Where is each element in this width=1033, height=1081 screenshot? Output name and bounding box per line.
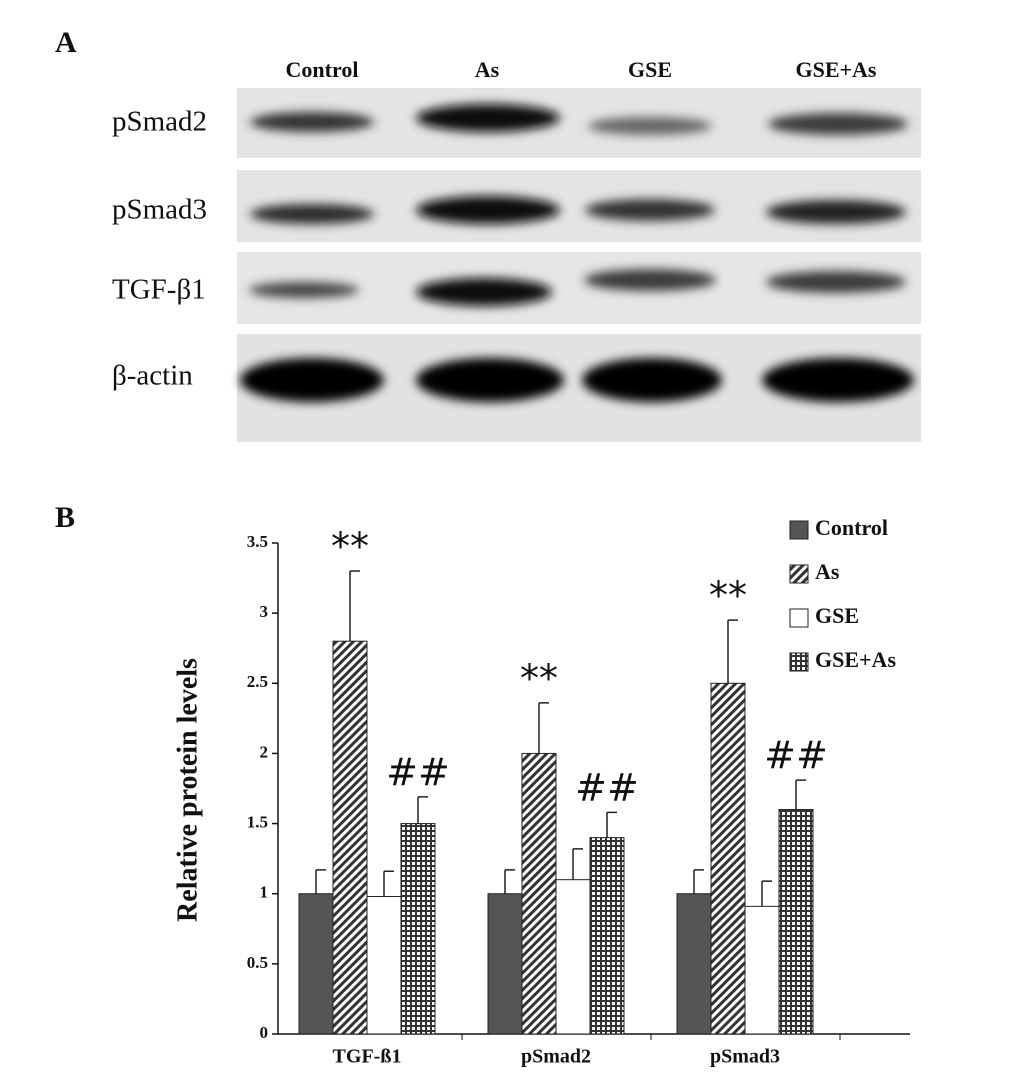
error-bar xyxy=(693,869,704,894)
error-bar xyxy=(572,848,583,880)
bar xyxy=(332,640,368,1035)
row-label: pSmad3 xyxy=(112,194,207,226)
y-tick-label: 1.5 xyxy=(247,812,268,831)
legend-swatch xyxy=(789,652,809,672)
y-tick-label: 3.5 xyxy=(247,532,268,551)
error-bar xyxy=(727,619,738,684)
error-bar xyxy=(417,796,428,824)
significance-label: ## xyxy=(764,734,828,778)
bar xyxy=(710,682,746,1035)
y-tick-label: 0 xyxy=(260,1023,269,1042)
lane-label: GSE xyxy=(628,57,672,82)
bar xyxy=(298,893,334,1035)
significance-label: ## xyxy=(386,750,450,794)
x-tick-label: pSmad3 xyxy=(710,1046,780,1068)
panel-label: A xyxy=(55,26,77,59)
legend-swatch xyxy=(789,608,809,628)
x-tick-label: TGF-ß1 xyxy=(333,1046,402,1068)
error-bar xyxy=(538,702,549,754)
legend-label: GSE+As xyxy=(815,647,896,672)
legend-label: As xyxy=(815,559,840,584)
error-bar xyxy=(349,570,360,642)
y-tick-label: 2.5 xyxy=(247,672,268,691)
x-tick-label: pSmad2 xyxy=(521,1046,591,1068)
significance-label: ** xyxy=(709,574,747,618)
y-tick-label: 3 xyxy=(260,602,269,621)
legend-swatch xyxy=(789,564,809,584)
y-axis-label: Relative protein levels xyxy=(172,658,203,922)
bar xyxy=(555,879,591,1035)
significance-label: ** xyxy=(520,656,558,700)
bar xyxy=(778,809,814,1035)
bar xyxy=(676,893,712,1035)
error-bar xyxy=(315,869,326,894)
lane-label: As xyxy=(475,57,500,82)
bar xyxy=(400,823,436,1035)
legend-swatch xyxy=(789,520,809,540)
lane-label: Control xyxy=(286,57,359,82)
y-tick-label: 0.5 xyxy=(247,953,268,972)
y-tick-label: 2 xyxy=(260,742,269,761)
row-label: TGF-β1 xyxy=(112,274,206,306)
legend-label: Control xyxy=(815,515,888,540)
legend-label: GSE xyxy=(815,603,859,628)
bar xyxy=(589,837,625,1035)
blot-bands xyxy=(240,104,914,402)
significance-label: ** xyxy=(331,525,369,569)
bar xyxy=(366,896,402,1035)
panel-label: B xyxy=(55,501,75,534)
bar xyxy=(487,893,523,1035)
bar xyxy=(744,905,780,1035)
y-tick-label: 1 xyxy=(260,883,269,902)
bar xyxy=(521,752,557,1035)
significance-label: ## xyxy=(575,766,639,810)
error-bar xyxy=(761,880,772,907)
row-label: β-actin xyxy=(112,360,193,392)
lane-label: GSE+As xyxy=(795,57,876,82)
error-bar xyxy=(383,870,394,897)
error-bar xyxy=(606,811,617,838)
row-label: pSmad2 xyxy=(112,106,207,138)
error-bar xyxy=(795,779,806,810)
error-bar xyxy=(504,869,515,894)
